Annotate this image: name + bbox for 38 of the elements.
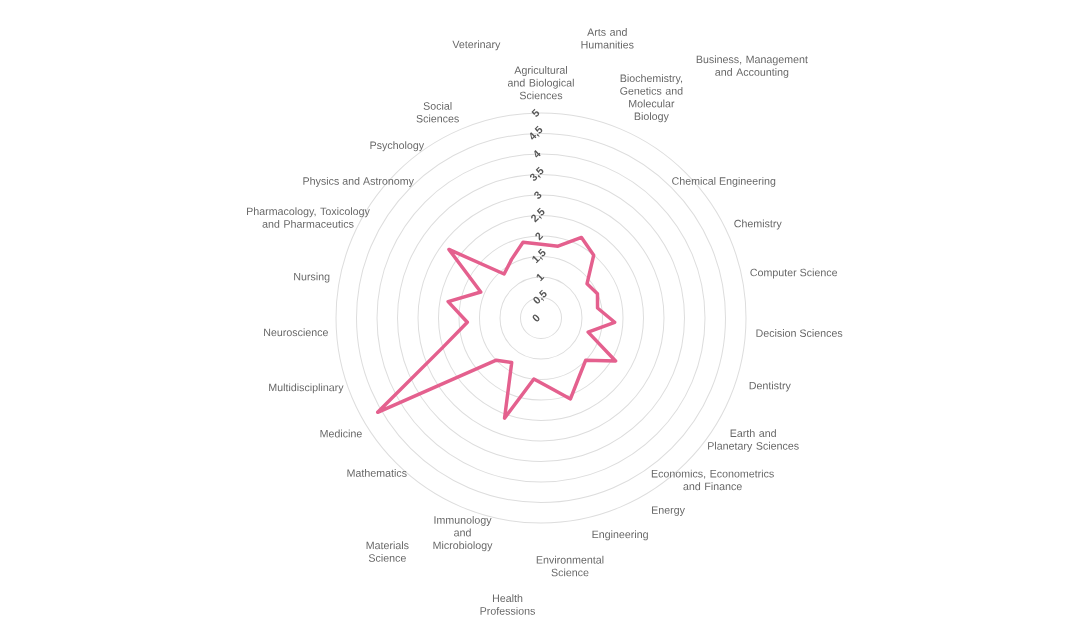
spoke-label: Arts and Humanities [581,28,634,49]
spoke-label: Medicine [320,429,362,438]
spoke-label: Decision Sciences [756,329,843,337]
y-tick-label: 5 [531,108,540,117]
spoke-label: Materials Science [366,541,409,562]
y-tick-label: 1 [536,273,545,282]
y-tick-label: 1,5 [532,248,546,264]
spoke-label: Engineering [592,530,648,541]
spoke-label: Social Sciences [416,101,459,123]
spoke-label: Chemical Engineering [672,176,776,187]
spoke-label: Neuroscience [264,328,328,337]
y-tick-label: 0,5 [533,289,547,304]
spoke-label: Energy [652,506,685,516]
y-tick-label: 4,5 [530,125,543,140]
spoke-label: Computer Science [750,268,838,279]
spoke-label: Business, Management and Accounting [696,55,808,78]
spoke-label: Physics and Astronomy [303,176,414,187]
spoke-label: Environmental Science [536,555,604,577]
y-tick-label: 2 [535,232,544,241]
spoke-label: Nursing [294,272,330,283]
spoke-label: Health Professions [480,594,535,615]
y-tick-label: 3 [534,191,542,199]
spoke-label: Multidisciplinary [269,383,344,394]
y-tick-label: 0 [532,314,540,322]
spoke-label: Earth and Planetary Sciences [708,429,799,452]
spoke-label: Mathematics [347,468,407,477]
y-tick-label: 2,5 [531,207,545,223]
y-tick-label: 3,5 [529,166,544,181]
spoke-label: Chemistry [734,219,782,230]
spoke-label: Dentistry [749,381,791,392]
spoke-label: Pharmacology, Toxicology and Pharmaceutics [247,207,370,228]
spoke-label: Immunology and Microbiology [433,515,493,552]
spoke-label: Psychology [370,141,425,152]
spoke-label: Agricultural and Biological Sciences [507,66,574,100]
y-tick-label: 4 [534,150,541,158]
spoke-label: Economics, Econometrics and Finance [651,469,774,491]
spoke-label: Biochemistry, Genetics and Molecular Biology [620,74,683,123]
spoke-label: Veterinary [452,40,501,51]
